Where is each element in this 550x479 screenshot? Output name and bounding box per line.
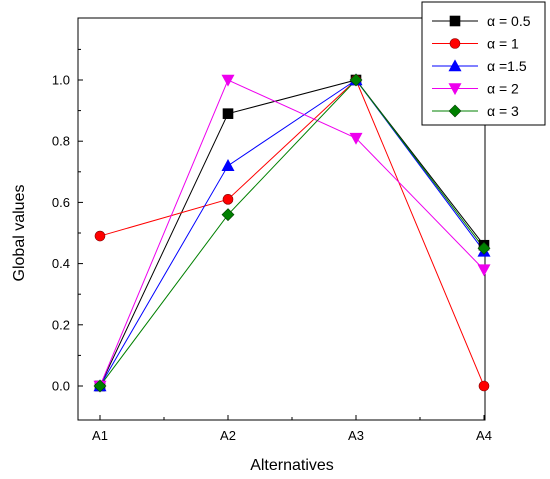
series-line bbox=[99, 79, 485, 387]
legend-label: α = 3 bbox=[487, 103, 519, 119]
legend: α = 0.5 α = 1 α =1.5 α = 2 α = 3 bbox=[421, 1, 546, 126]
data-point bbox=[222, 194, 234, 205]
legend-label: α = 0.5 bbox=[487, 13, 531, 29]
y-tick-label: 0.0 bbox=[52, 379, 70, 394]
legend-label: α =1.5 bbox=[487, 58, 527, 74]
legend-marker bbox=[448, 104, 462, 118]
y-tick-label: 0.2 bbox=[52, 317, 70, 332]
legend-label: α = 2 bbox=[487, 81, 519, 97]
data-point bbox=[477, 264, 491, 277]
series-line bbox=[99, 79, 485, 387]
y-tick-label: 0.6 bbox=[52, 195, 70, 210]
series-markers bbox=[93, 73, 491, 393]
series-line bbox=[99, 79, 485, 387]
series-line bbox=[99, 79, 485, 387]
data-point bbox=[221, 74, 235, 87]
x-axis-label: Alternatives bbox=[250, 457, 334, 474]
x-tick-label: A3 bbox=[348, 428, 364, 443]
y-tick-label: 0.8 bbox=[52, 134, 70, 149]
series-lines bbox=[99, 79, 485, 387]
legend-marker bbox=[448, 59, 462, 72]
x-tick-label: A1 bbox=[92, 428, 108, 443]
data-point bbox=[478, 380, 490, 392]
axis-ticks: 0.0 0.2 0.4 0.6 0.8 1.0 A1 A2 A3 A4 bbox=[52, 48, 492, 443]
data-point bbox=[221, 208, 235, 222]
data-point bbox=[349, 73, 363, 87]
data-point bbox=[477, 241, 491, 255]
data-point bbox=[94, 230, 106, 242]
plot-frame bbox=[77, 17, 486, 421]
y-tick-label: 1.0 bbox=[52, 73, 70, 88]
data-point bbox=[349, 132, 363, 145]
x-tick-label: A4 bbox=[476, 428, 492, 443]
legend-marker bbox=[448, 83, 462, 96]
legend-marker bbox=[449, 38, 461, 49]
legend-marker bbox=[449, 15, 461, 27]
legend-label: α = 1 bbox=[487, 36, 519, 52]
data-point bbox=[221, 159, 235, 171]
legend-box bbox=[421, 1, 546, 126]
x-tick-label: A2 bbox=[220, 428, 236, 443]
y-axis-label: Global values bbox=[11, 185, 28, 282]
series-line bbox=[99, 79, 485, 387]
data-point bbox=[93, 379, 107, 393]
data-point bbox=[222, 108, 234, 119]
y-tick-label: 0.4 bbox=[52, 256, 70, 271]
